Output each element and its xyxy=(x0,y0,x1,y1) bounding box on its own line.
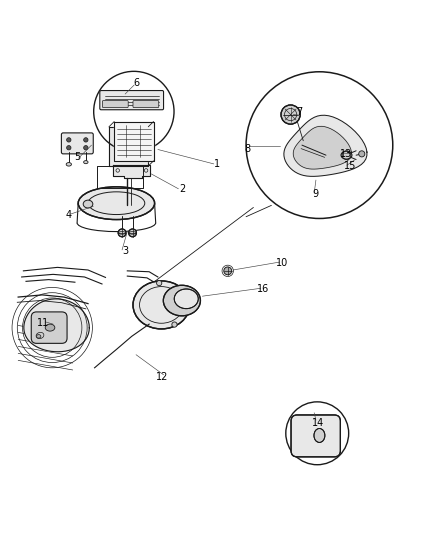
FancyBboxPatch shape xyxy=(61,133,93,154)
Circle shape xyxy=(118,229,126,237)
Text: 16: 16 xyxy=(257,284,269,294)
Text: 6: 6 xyxy=(133,78,139,88)
Ellipse shape xyxy=(36,335,41,338)
Polygon shape xyxy=(113,165,150,179)
Circle shape xyxy=(156,280,162,286)
Circle shape xyxy=(84,138,88,142)
Polygon shape xyxy=(293,126,351,169)
Polygon shape xyxy=(114,122,153,161)
Ellipse shape xyxy=(314,429,325,442)
Ellipse shape xyxy=(163,285,201,316)
FancyBboxPatch shape xyxy=(100,91,163,110)
Circle shape xyxy=(224,267,232,275)
Text: 10: 10 xyxy=(276,258,289,268)
Text: 1: 1 xyxy=(214,159,220,169)
FancyBboxPatch shape xyxy=(102,101,128,108)
Text: 11: 11 xyxy=(37,318,49,328)
Text: 15: 15 xyxy=(344,161,356,171)
Ellipse shape xyxy=(78,187,155,220)
Ellipse shape xyxy=(45,324,55,331)
Ellipse shape xyxy=(133,281,190,329)
Circle shape xyxy=(129,229,137,237)
Text: 7: 7 xyxy=(297,107,303,117)
Text: 12: 12 xyxy=(156,372,169,382)
Ellipse shape xyxy=(341,151,352,159)
Text: 13: 13 xyxy=(339,149,352,159)
Circle shape xyxy=(359,151,365,157)
FancyBboxPatch shape xyxy=(291,415,340,457)
Text: 2: 2 xyxy=(179,184,185,194)
Circle shape xyxy=(84,146,88,150)
Polygon shape xyxy=(24,299,89,352)
Circle shape xyxy=(67,146,71,150)
Ellipse shape xyxy=(83,200,93,208)
Ellipse shape xyxy=(84,160,88,164)
Text: 5: 5 xyxy=(74,152,80,163)
Text: 4: 4 xyxy=(65,210,71,220)
Text: 9: 9 xyxy=(312,189,318,199)
FancyBboxPatch shape xyxy=(31,312,67,343)
Ellipse shape xyxy=(66,163,71,166)
Polygon shape xyxy=(284,115,367,176)
Text: 3: 3 xyxy=(122,246,128,256)
Ellipse shape xyxy=(174,289,198,309)
Circle shape xyxy=(172,322,177,327)
Text: 14: 14 xyxy=(312,418,325,428)
FancyBboxPatch shape xyxy=(133,101,159,108)
Polygon shape xyxy=(109,127,148,166)
Circle shape xyxy=(281,105,300,124)
Text: 8: 8 xyxy=(244,143,251,154)
Circle shape xyxy=(67,138,71,142)
